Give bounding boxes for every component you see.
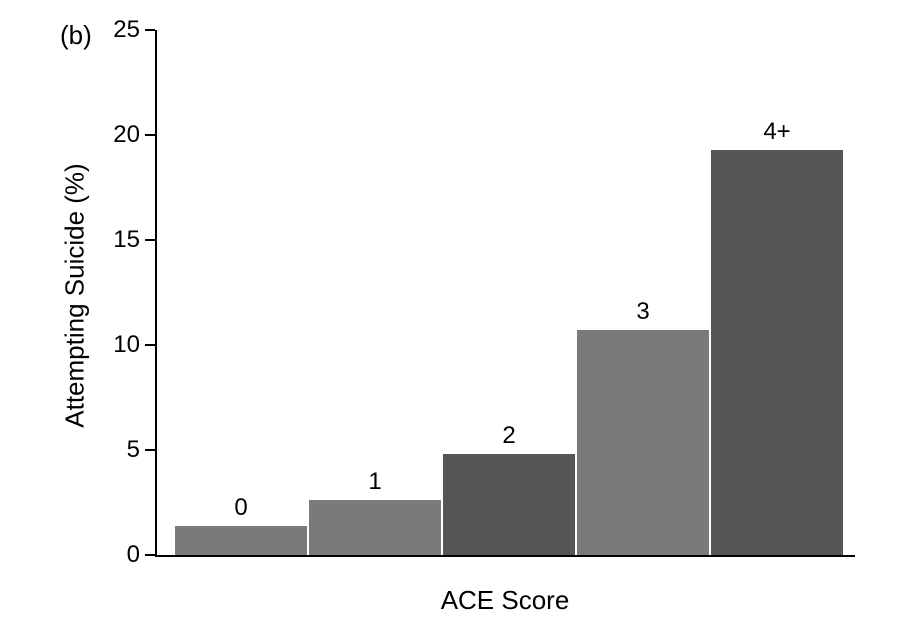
x-axis-label: ACE Score xyxy=(355,585,655,616)
bar-label: 3 xyxy=(577,298,709,326)
y-tick xyxy=(145,134,155,136)
bar-label: 4+ xyxy=(711,118,843,146)
y-axis-line xyxy=(155,30,157,555)
bar-label: 1 xyxy=(309,468,441,496)
y-tick-label: 10 xyxy=(100,331,140,359)
bar xyxy=(443,454,575,555)
bar xyxy=(309,500,441,555)
y-tick-label: 15 xyxy=(100,226,140,254)
y-tick-label: 5 xyxy=(100,436,140,464)
y-axis-label: Attempting Suicide (%) xyxy=(60,146,91,446)
y-tick-label: 20 xyxy=(100,121,140,149)
y-tick-label: 25 xyxy=(100,16,140,44)
y-tick-label: 0 xyxy=(100,541,140,569)
bar xyxy=(711,150,843,555)
bar xyxy=(577,330,709,555)
plot-area: 051015202501234+ xyxy=(155,30,855,555)
panel-label: (b) xyxy=(60,20,92,51)
y-tick xyxy=(145,29,155,31)
bar-chart: (b) Attempting Suicide (%) 0510152025012… xyxy=(0,0,900,644)
bar-label: 0 xyxy=(175,494,307,522)
x-axis-line xyxy=(155,555,855,557)
y-tick xyxy=(145,344,155,346)
bar xyxy=(175,526,307,555)
bar-label: 2 xyxy=(443,422,575,450)
y-tick xyxy=(145,449,155,451)
y-tick xyxy=(145,239,155,241)
y-tick xyxy=(145,554,155,556)
